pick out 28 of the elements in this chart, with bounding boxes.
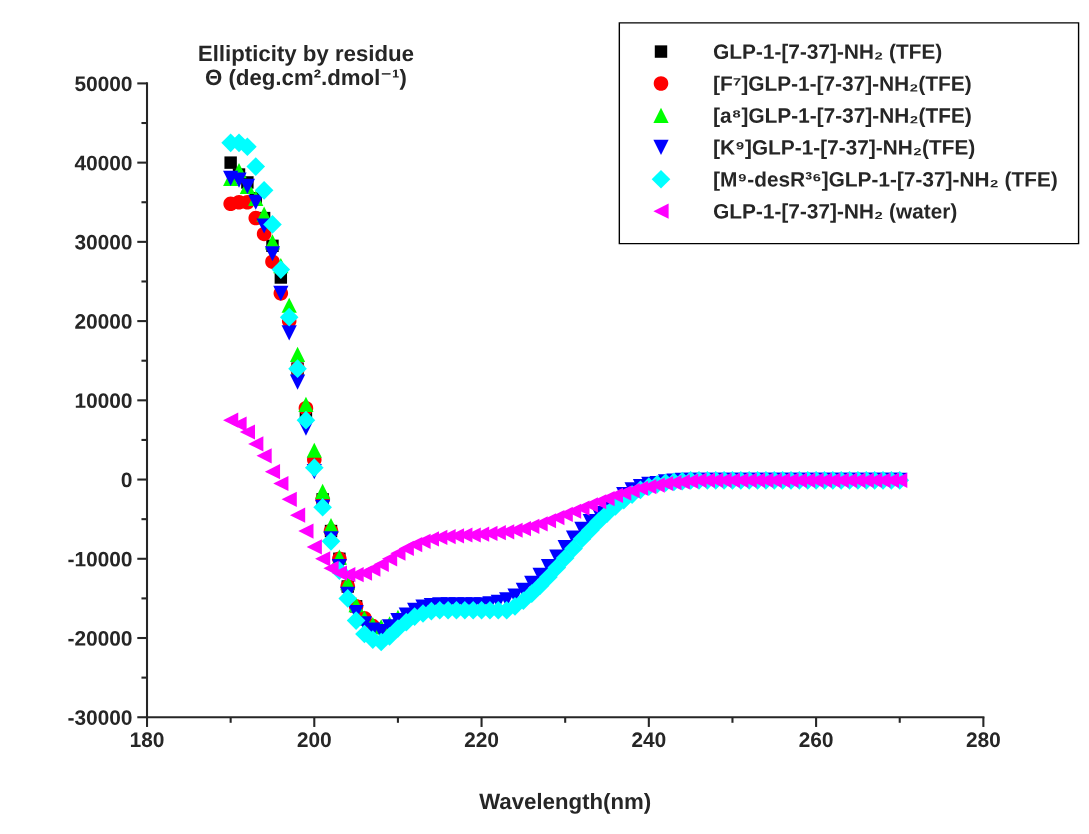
y-tick-label: 40000 (74, 155, 132, 171)
legend-label: [K⁹]GLP-1-[7-37]-NH₂(TFE) (714, 139, 975, 159)
legend-label: [F⁷]GLP-1-[7-37]-NH₂(TFE) (714, 75, 971, 96)
x-tick-label: 240 (632, 732, 666, 748)
y-tick-label: 30000 (74, 234, 132, 250)
x-tick-label: 220 (464, 732, 499, 748)
point (289, 346, 306, 362)
y-tick-label: 20000 (75, 314, 132, 329)
legend-label: [M⁹-desR³⁶]GLP-1-[7-37]-NH₂ (TFE) (714, 171, 1057, 191)
y-axis-title: Ellipticity by residue Θ (deg.cm².dmol⁻¹) (199, 44, 414, 90)
x-axis-title: Wavelength(nm) (479, 792, 651, 814)
x-tick-label: 280 (966, 732, 1000, 748)
point (315, 483, 331, 500)
legend-label: [a⁸]GLP-1-[7-37]-NH₂(TFE) (714, 107, 971, 128)
y-tick-label: 50000 (75, 76, 132, 92)
y-tick-label: -20000 (68, 631, 132, 646)
point (306, 442, 322, 458)
point (298, 396, 314, 412)
y-tick-label: 0 (121, 472, 132, 488)
y-tick-label: -10000 (68, 551, 132, 567)
legend-label: GLP-1-[7-37]-NH₂ (water) (713, 203, 957, 223)
point (224, 156, 237, 169)
x-tick-label: 180 (130, 732, 164, 748)
y-tick-label: 10000 (75, 393, 132, 409)
y-tick-label: -30000 (68, 710, 132, 726)
x-tick-label: 260 (799, 732, 833, 748)
legend-label: GLP-1-[7-37]-NH₂ (TFE) (713, 43, 942, 64)
x-tick-label: 200 (297, 732, 331, 748)
